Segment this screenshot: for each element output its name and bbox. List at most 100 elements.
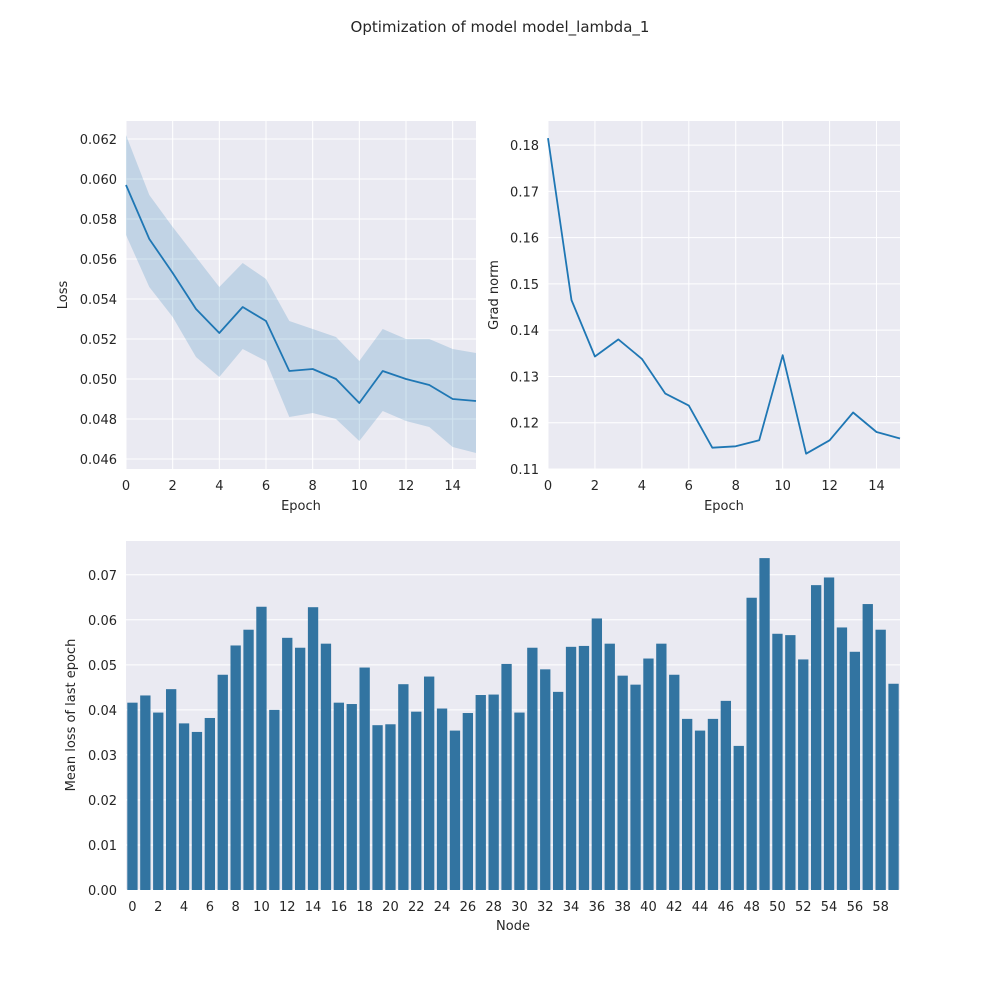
node-bar-35 (578, 645, 590, 890)
grad-norm-y-axis-label: Grad norm (487, 260, 502, 330)
node-bar-1 (140, 695, 151, 890)
node-bar-55 (836, 627, 848, 890)
node-bar-54 (823, 577, 835, 890)
node-loss-y-tick-label: 0.02 (88, 794, 117, 809)
node-bar-30 (514, 712, 525, 890)
node-loss-x-tick-label: 52 (795, 900, 812, 915)
node-loss-y-ticks: 0.00 0.01 0.02 0.03 0.04 0.05 0.06 0.07 (88, 569, 117, 899)
node-loss-x-tick-label: 48 (743, 900, 760, 915)
node-bar-14 (307, 607, 319, 890)
node-bar-25 (449, 730, 461, 890)
figure-title: Optimization of model model_lambda_1 (351, 18, 650, 37)
node-bar-56 (849, 651, 861, 890)
node-bar-58 (875, 629, 886, 890)
loss-y-tick-label: 0.062 (80, 133, 117, 148)
grad-norm-x-tick-label: 0 (544, 479, 552, 494)
loss-x-tick-label: 10 (351, 479, 368, 494)
node-loss-x-tick-label: 22 (408, 900, 425, 915)
grad-norm-x-axis-label: Epoch (704, 499, 744, 514)
node-loss-x-tick-label: 26 (460, 900, 477, 915)
node-loss-y-axis-label: Mean loss of last epoch (64, 639, 79, 792)
loss-chart: 0 2 4 6 8 10 12 14 0.0460.0480.0500.0520.0540.0… (56, 121, 477, 514)
node-bar-12 (282, 637, 293, 890)
grad-norm-y-tick-label: 0.15 (510, 278, 539, 293)
node-loss-grid (126, 574, 900, 891)
node-bar-23 (423, 676, 435, 890)
node-bar-44 (694, 730, 706, 890)
node-bar-59 (888, 683, 899, 890)
node-bar-37 (604, 643, 615, 890)
node-bar-2 (153, 712, 164, 890)
node-bar-9 (243, 629, 254, 890)
node-loss-x-tick-label: 14 (305, 900, 322, 915)
node-bar-0 (127, 702, 138, 890)
node-bar-26 (462, 713, 474, 890)
loss-y-tick-label: 0.056 (80, 253, 117, 268)
loss-y-tick-label: 0.058 (80, 213, 117, 228)
node-loss-x-tick-label: 46 (718, 900, 735, 915)
node-loss-x-tick-label: 24 (434, 900, 451, 915)
node-loss-bar-chart: 0 2 4 6 8 10 12 14 16 18 20 22 24 26 28 30 32 34 36 38 40 42 4… (64, 541, 900, 934)
node-bar-29 (501, 663, 512, 890)
node-loss-y-tick-label: 0.07 (88, 569, 117, 584)
grad-norm-grid (547, 121, 900, 470)
node-loss-x-tick-label: 16 (331, 900, 348, 915)
node-loss-x-tick-label: 6 (206, 900, 214, 915)
grad-norm-chart: 0 2 4 6 8 10 12 14 0.11 0.12 0.13 0.14 0.15 0.16 0.17… (487, 121, 901, 514)
grad-norm-y-tick-label: 0.17 (510, 185, 539, 200)
grad-norm-y-ticks: 0.11 0.12 0.13 0.14 0.15 0.16 0.17 0.18 (510, 139, 539, 478)
grad-norm-plot-background (548, 121, 900, 469)
node-loss-x-tick-label: 0 (128, 900, 136, 915)
node-loss-x-tick-label: 54 (821, 900, 838, 915)
node-bar-20 (385, 724, 396, 890)
node-bar-43 (681, 718, 693, 890)
grad-norm-y-tick-label: 0.11 (510, 463, 539, 478)
node-loss-x-tick-label: 8 (232, 900, 240, 915)
grad-norm-x-tick-label: 6 (685, 479, 693, 494)
node-loss-x-tick-label: 34 (563, 900, 580, 915)
node-bar-48 (746, 597, 757, 890)
loss-x-tick-label: 2 (169, 479, 177, 494)
node-loss-x-tick-label: 2 (154, 900, 162, 915)
node-bar-31 (527, 647, 538, 890)
node-bar-36 (591, 618, 603, 890)
node-bar-3 (165, 689, 177, 890)
node-bar-39 (630, 684, 641, 890)
node-loss-x-tick-label: 12 (279, 900, 296, 915)
node-loss-x-tick-label: 56 (847, 900, 864, 915)
node-loss-x-tick-label: 44 (692, 900, 709, 915)
loss-x-ticks: 0 2 4 6 8 10 12 14 (122, 479, 461, 494)
node-bar-34 (565, 646, 577, 890)
node-bar-24 (436, 708, 448, 890)
loss-y-tick-label: 0.046 (80, 453, 117, 468)
loss-x-tick-label: 0 (122, 479, 130, 494)
grad-norm-line (547, 137, 901, 455)
loss-x-tick-label: 4 (215, 479, 223, 494)
loss-y-axis-label: Loss (56, 281, 71, 310)
loss-grid (125, 121, 476, 469)
node-bar-33 (552, 691, 564, 890)
node-bar-52 (798, 659, 809, 890)
grad-norm-x-ticks: 0 2 4 6 8 10 12 14 (544, 479, 885, 494)
loss-y-tick-label: 0.050 (80, 373, 117, 388)
node-bar-17 (346, 704, 357, 890)
node-loss-x-tick-label: 20 (382, 900, 399, 915)
node-loss-bars (127, 558, 899, 890)
node-bar-18 (359, 667, 370, 890)
node-loss-x-tick-label: 10 (253, 900, 270, 915)
grad-norm-y-tick-label: 0.12 (510, 417, 539, 432)
node-bar-40 (643, 658, 654, 890)
grad-norm-x-tick-label: 2 (591, 479, 599, 494)
node-bar-7 (217, 674, 228, 890)
node-loss-x-tick-label: 50 (769, 900, 786, 915)
grad-norm-x-tick-label: 8 (732, 479, 740, 494)
loss-y-tick-label: 0.052 (80, 333, 117, 348)
node-loss-x-tick-label: 32 (537, 900, 554, 915)
node-loss-y-tick-label: 0.03 (88, 749, 117, 764)
grad-norm-y-tick-label: 0.13 (510, 370, 539, 385)
grad-norm-x-tick-label: 12 (821, 479, 838, 494)
node-loss-x-ticks: 0 2 4 6 8 10 12 14 16 18 20 22 24 26 28 30 32 34 36 38 40 42 4… (128, 900, 889, 915)
node-loss-x-tick-label: 42 (666, 900, 683, 915)
node-bar-57 (862, 604, 873, 890)
loss-x-tick-label: 14 (444, 479, 461, 494)
